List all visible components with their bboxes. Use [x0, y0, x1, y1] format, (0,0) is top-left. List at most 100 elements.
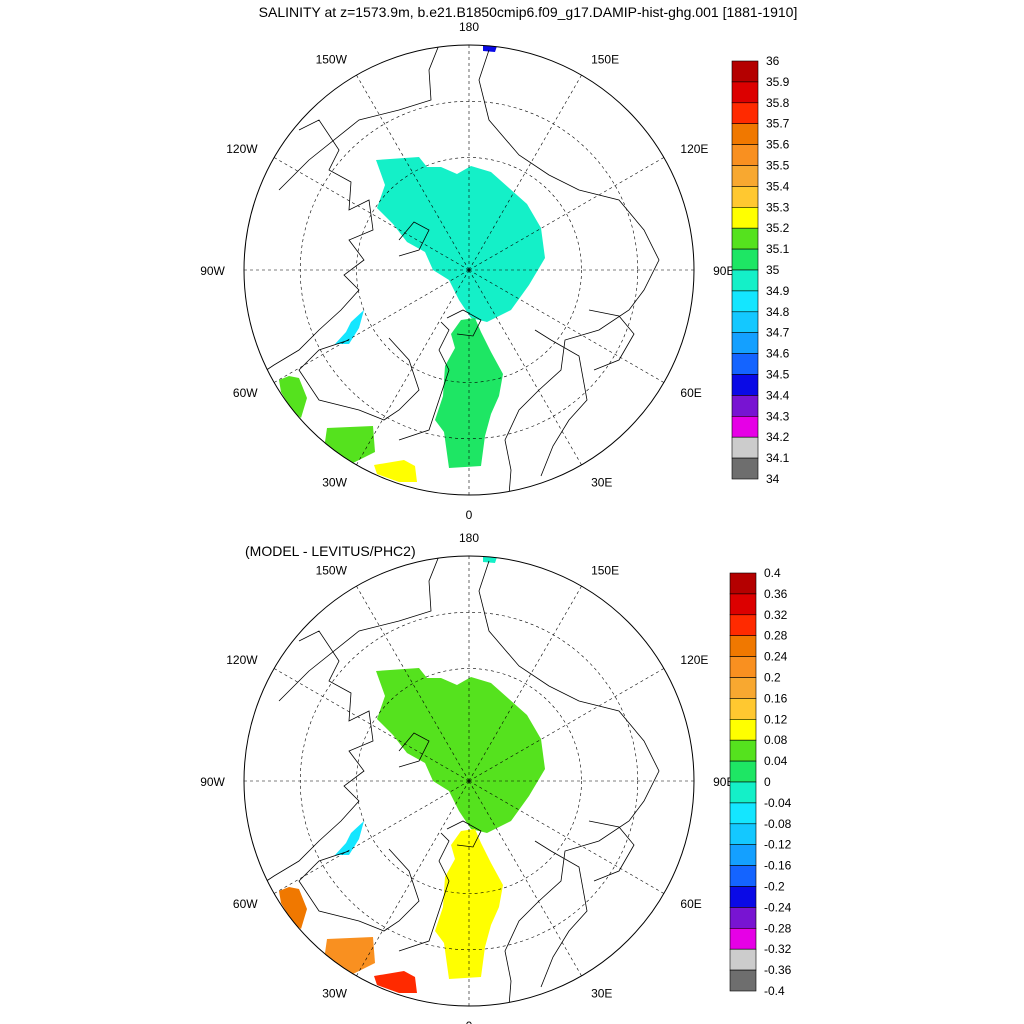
colorbar-swatch [729, 635, 757, 657]
colorbar-tick-label: -0.16 [764, 859, 792, 873]
colorbar-swatch [731, 186, 759, 208]
coastline [258, 119, 374, 376]
colorbar-tick-label: 34.7 [766, 326, 790, 340]
coastline [588, 820, 635, 882]
colorbar-tick-label: -0.24 [764, 900, 792, 914]
longitude-label: 0 [466, 1019, 473, 1024]
shaded-region [279, 887, 307, 929]
longitude-label: 30W [322, 986, 347, 1000]
shaded-region [374, 971, 417, 993]
salinity-panel: 180 150E 120E 90E 60E 30E 0 30W 60W 90W 120W 150W 36… [200, 20, 789, 522]
meridian-line [468, 585, 582, 782]
colorbar-swatch [731, 81, 759, 104]
longitude-label: 120E [680, 142, 708, 156]
meridian-line [468, 157, 665, 271]
map-area [244, 45, 694, 495]
difference-panel: 180 150E 120E 90E 60E 30E 0 30W 60W 90W 120W 150W 0.… [200, 531, 791, 1024]
meridian-line [356, 585, 470, 782]
longitude-label: 90W [200, 264, 225, 278]
colorbar-swatch [731, 60, 759, 83]
coastline [298, 848, 420, 932]
coastline [446, 309, 482, 337]
colorbar-tick-label: 34.4 [766, 388, 790, 402]
coastline [398, 832, 450, 952]
shaded-region [374, 460, 417, 482]
longitude-label: 120W [226, 653, 258, 667]
colorbar-swatch [729, 927, 757, 950]
figure-title: SALINITY at z=1573.9m, b.e21.B1850cmip6.… [259, 4, 798, 20]
latitude-circle [356, 668, 582, 894]
colorbar-tick-label: 0.08 [764, 733, 788, 747]
colorbar-tick-label: 34.6 [766, 347, 790, 361]
panel-2-title: (MODEL - LEVITUS/PHC2) [245, 543, 416, 559]
colorbar-tick-label: 0.4 [764, 566, 781, 580]
meridian-line [273, 780, 470, 894]
map-area [244, 556, 694, 1006]
meridian-line [468, 668, 665, 782]
colorbar-swatch [729, 781, 757, 804]
longitude-label: 90W [200, 775, 225, 789]
shaded-region [376, 668, 545, 833]
colorbar-swatch [731, 374, 759, 396]
colorbar-swatch [729, 760, 757, 783]
coastline [446, 820, 482, 848]
coastline [478, 560, 660, 1006]
longitude-label: 90E [713, 775, 734, 789]
longitude-label: 150E [591, 53, 619, 67]
colorbar-tick-label: 0 [764, 775, 771, 789]
coastline [298, 337, 420, 421]
meridian-line [356, 269, 470, 466]
colorbar-tick-label: 35.6 [766, 138, 790, 152]
colorbar-tick-label: 35 [766, 263, 780, 277]
longitude-label: 150W [316, 564, 348, 578]
longitude-label: 150E [591, 564, 619, 578]
colorbar-tick-label: 0.2 [764, 671, 781, 685]
colorbar-tick-label: -0.36 [764, 963, 792, 977]
longitude-label: 150W [316, 53, 348, 67]
map-frame [243, 44, 695, 496]
colorbar-tick-label: 36 [766, 54, 780, 68]
colorbar-swatch [731, 248, 759, 271]
colorbar-tick-label: -0.28 [764, 921, 792, 935]
longitude-label: 0 [466, 508, 473, 522]
latitude-circle [356, 157, 582, 383]
meridian-line [468, 269, 665, 383]
colorbar-swatch [729, 865, 757, 887]
longitude-label: 30W [322, 475, 347, 489]
colorbar-tick-label: 35.7 [766, 117, 790, 131]
colorbar-tick-label: 34 [766, 472, 780, 486]
longitude-label: 30E [591, 986, 612, 1000]
colorbar-tick-label: -0.4 [764, 984, 785, 998]
colorbar: 36 35.9 35.8 35.7 35.6 35.5 35.4 35.3 35.2 35.1 35… [731, 54, 790, 486]
colorbar-swatch [731, 207, 759, 229]
coastline [258, 630, 374, 887]
longitude-label: 60W [233, 897, 258, 911]
colorbar-swatch [731, 311, 759, 333]
colorbar-tick-label: -0.12 [764, 838, 792, 852]
colorbar-swatch [731, 353, 759, 375]
shaded-region [376, 157, 545, 322]
meridian-line [468, 780, 665, 894]
colorbar-swatch [729, 886, 757, 908]
colorbar-swatch [729, 823, 757, 845]
colorbar-tick-label: 34.3 [766, 409, 790, 423]
meridian-line [273, 157, 470, 271]
colorbar-tick-label: -0.04 [764, 796, 792, 810]
colorbar-swatch [729, 593, 757, 616]
coastline [478, 49, 660, 495]
colorbar-swatch [729, 677, 757, 699]
meridian-line [468, 780, 582, 977]
colorbar-swatch [729, 802, 757, 825]
colorbar-tick-label: 0.24 [764, 650, 788, 664]
colorbar-tick-label: -0.2 [764, 880, 785, 894]
longitude-label: 120E [680, 653, 708, 667]
meridian-line [273, 269, 470, 383]
meridian-line [468, 74, 582, 271]
colorbar-tick-label: 0.32 [764, 608, 788, 622]
colorbar-swatch [729, 718, 757, 741]
coastline [398, 321, 450, 441]
colorbar-swatch [729, 948, 757, 971]
coastline [398, 221, 430, 257]
shaded-region [335, 310, 364, 344]
colorbar-swatch [729, 907, 757, 929]
